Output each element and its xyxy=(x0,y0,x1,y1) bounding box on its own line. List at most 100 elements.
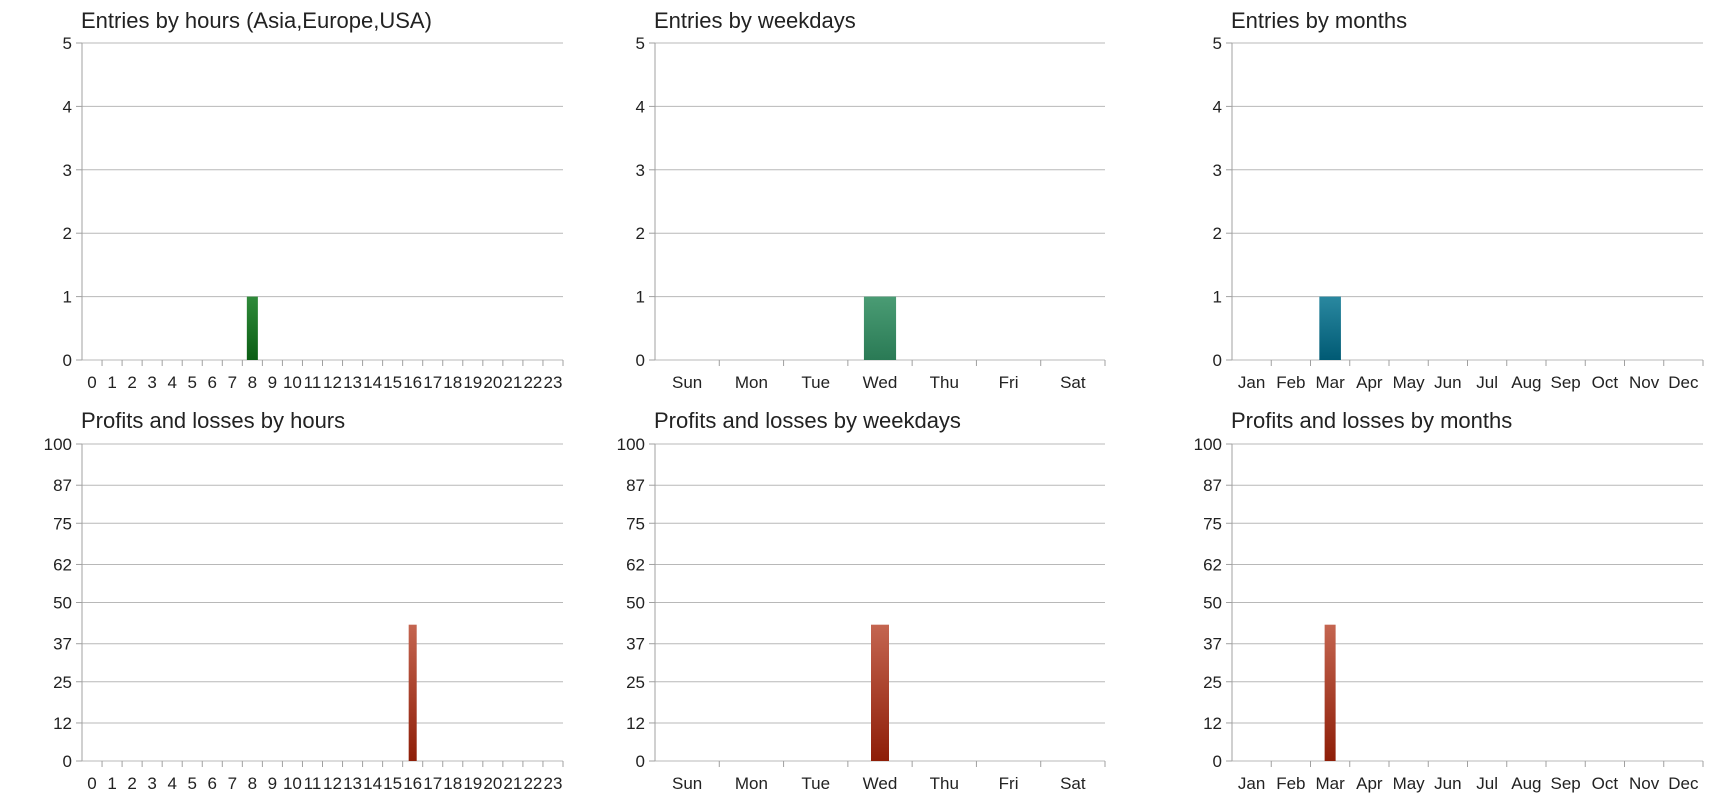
entries-by-months-x-tick-label: Nov xyxy=(1629,373,1660,392)
entries-by-weekdays-x-tick-label: Tue xyxy=(801,373,830,392)
profits-by-weekdays-y-tick-label: 37 xyxy=(626,635,645,654)
entries-by-hours-x-tick-label: 22 xyxy=(523,373,542,392)
entries-by-months-x-tick-label: Mar xyxy=(1315,373,1345,392)
entries-by-months-y-tick-label: 5 xyxy=(1213,34,1222,53)
profits-by-months-x-tick-label: May xyxy=(1393,774,1426,793)
profits-by-weekdays-bar-Wed xyxy=(871,624,889,761)
profits-by-hours-x-tick-label: 12 xyxy=(323,774,342,793)
profits-by-weekdays-x-tick-label: Tue xyxy=(801,774,830,793)
entries-by-months-x-tick-label: Dec xyxy=(1668,373,1699,392)
entries-by-hours-x-tick-label: 15 xyxy=(383,373,402,392)
entries-by-hours-x-tick-label: 2 xyxy=(127,373,136,392)
profits-by-months-x-tick-label: Feb xyxy=(1276,774,1305,793)
entries-by-hours-x-tick-label: 8 xyxy=(248,373,257,392)
entries-by-hours-x-tick-label: 19 xyxy=(463,373,482,392)
entries-by-months-x-tick-label: May xyxy=(1393,373,1426,392)
entries-by-months-x-tick-label: Oct xyxy=(1592,373,1619,392)
profits-by-hours-y-tick-label: 37 xyxy=(53,635,72,654)
entries-by-hours-x-tick-label: 9 xyxy=(268,373,277,392)
profits-by-weekdays-x-tick-label: Mon xyxy=(735,774,768,793)
profits-by-hours-x-tick-label: 8 xyxy=(248,774,257,793)
entries-by-months-x-tick-label: Aug xyxy=(1511,373,1541,392)
entries-by-months-bar-Mar xyxy=(1319,296,1341,360)
profits-by-hours-x-tick-label: 18 xyxy=(443,774,462,793)
entries-by-hours-x-tick-label: 4 xyxy=(167,373,176,392)
profits-by-weekdays-y-tick-label: 62 xyxy=(626,555,645,574)
profits-by-weekdays-y-tick-label: 12 xyxy=(626,714,645,733)
entries-by-weekdays-x-tick-label: Thu xyxy=(930,373,959,392)
entries-by-hours-x-tick-label: 5 xyxy=(187,373,196,392)
entries-by-hours-x-tick-label: 18 xyxy=(443,373,462,392)
entries-by-weekdays-x-tick-label: Fri xyxy=(999,373,1019,392)
entries-by-hours-x-tick-label: 14 xyxy=(363,373,382,392)
profits-by-hours-x-tick-label: 6 xyxy=(208,774,217,793)
profits-by-months-y-tick-label: 62 xyxy=(1203,555,1222,574)
entries-by-hours-title: Entries by hours (Asia,Europe,USA) xyxy=(81,8,432,33)
profits-by-hours-y-tick-label: 12 xyxy=(53,714,72,733)
entries-by-weekdays-x-tick-label: Mon xyxy=(735,373,768,392)
entries-by-months-y-tick-label: 4 xyxy=(1213,97,1222,116)
entries-by-hours-x-tick-label: 3 xyxy=(147,373,156,392)
profits-by-hours-y-tick-label: 62 xyxy=(53,555,72,574)
profits-by-hours-y-tick-label: 50 xyxy=(53,594,72,613)
profits-by-months-title: Profits and losses by months xyxy=(1231,408,1512,433)
entries-by-hours-chart: Entries by hours (Asia,Europe,USA)012345… xyxy=(63,8,564,392)
profits-by-months-chart: Profits and losses by months 0 12 25 37 50 62 7… xyxy=(1194,408,1704,793)
profits-by-hours-y-tick-label: 75 xyxy=(53,514,72,533)
profits-by-hours-x-tick-label: 14 xyxy=(363,774,382,793)
profits-by-weekdays-x-tick-label: Wed xyxy=(863,774,898,793)
entries-by-months-title: Entries by months xyxy=(1231,8,1407,33)
entries-by-weekdays-title: Entries by weekdays xyxy=(654,8,856,33)
profits-by-months-x-tick-label: Oct xyxy=(1592,774,1619,793)
entries-by-hours-x-tick-label: 13 xyxy=(343,373,362,392)
entries-by-hours-y-tick-label: 4 xyxy=(63,97,72,116)
entries-by-hours-x-tick-label: 23 xyxy=(544,373,563,392)
entries-by-hours-y-tick-label: 0 xyxy=(63,351,72,370)
profits-by-hours-x-tick-label: 9 xyxy=(268,774,277,793)
entries-by-weekdays-bar-Wed xyxy=(863,296,897,360)
profits-by-months-y-tick-label: 25 xyxy=(1203,673,1222,692)
profits-by-months-y-tick-label: 75 xyxy=(1203,514,1222,533)
entries-by-hours-x-tick-label: 11 xyxy=(304,373,322,392)
entries-by-hours-y-tick-label: 1 xyxy=(63,288,72,307)
profits-by-months-bar-Mar xyxy=(1324,624,1336,761)
profits-by-hours-x-tick-label: 17 xyxy=(423,774,442,793)
profits-by-weekdays-x-tick-label: Sun xyxy=(672,774,702,793)
entries-by-hours-x-tick-label: 16 xyxy=(403,373,422,392)
entries-by-months-x-tick-label: Jan xyxy=(1238,373,1265,392)
profits-by-hours-x-tick-label: 19 xyxy=(463,774,482,793)
profits-by-hours-x-tick-label: 11 xyxy=(304,774,322,793)
profits-by-months-x-tick-label: Jan xyxy=(1238,774,1265,793)
profits-by-hours-x-tick-label: 5 xyxy=(187,774,196,793)
profits-by-weekdays-title: Profits and losses by weekdays xyxy=(654,408,961,433)
profits-by-weekdays-y-tick-label: 25 xyxy=(626,673,645,692)
profits-by-hours-x-tick-label: 1 xyxy=(107,774,116,793)
profits-by-weekdays-y-tick-label: 50 xyxy=(626,594,645,613)
profits-by-hours-bar-16 xyxy=(408,624,417,761)
profits-by-hours-x-tick-label: 7 xyxy=(228,774,237,793)
entries-by-months-y-tick-label: 3 xyxy=(1213,161,1222,180)
entries-by-months-x-tick-label: Jun xyxy=(1434,373,1461,392)
entries-by-hours-x-tick-label: 12 xyxy=(323,373,342,392)
profits-by-months-x-tick-label: Apr xyxy=(1356,774,1383,793)
entries-by-hours-x-tick-label: 1 xyxy=(107,373,116,392)
profits-by-weekdays-x-tick-label: Thu xyxy=(930,774,959,793)
entries-by-hours-x-tick-label: 17 xyxy=(423,373,442,392)
entries-by-months-x-tick-label: Sep xyxy=(1551,373,1581,392)
profits-by-hours-x-tick-label: 16 xyxy=(403,774,422,793)
entries-by-weekdays-y-tick-label: 5 xyxy=(636,34,645,53)
entries-by-weekdays-y-tick-label: 3 xyxy=(636,161,645,180)
entries-by-hours-x-tick-label: 6 xyxy=(208,373,217,392)
profits-by-months-y-tick-label: 0 xyxy=(1213,752,1222,771)
profits-by-hours-x-tick-label: 23 xyxy=(544,774,563,793)
profits-by-weekdays-chart: Profits and losses by weekdays 0 12 25 37 50 6… xyxy=(617,408,1106,793)
entries-by-hours-x-tick-label: 0 xyxy=(87,373,96,392)
entries-by-months-x-tick-label: Jul xyxy=(1476,373,1498,392)
entries-by-weekdays-y-tick-label: 2 xyxy=(636,224,645,243)
profits-by-hours-y-tick-label: 100 xyxy=(44,435,72,454)
profits-by-months-x-tick-label: Dec xyxy=(1668,774,1699,793)
profits-by-months-y-tick-label: 50 xyxy=(1203,594,1222,613)
profits-by-hours-x-tick-label: 15 xyxy=(383,774,402,793)
profits-by-months-x-tick-label: Jul xyxy=(1476,774,1498,793)
